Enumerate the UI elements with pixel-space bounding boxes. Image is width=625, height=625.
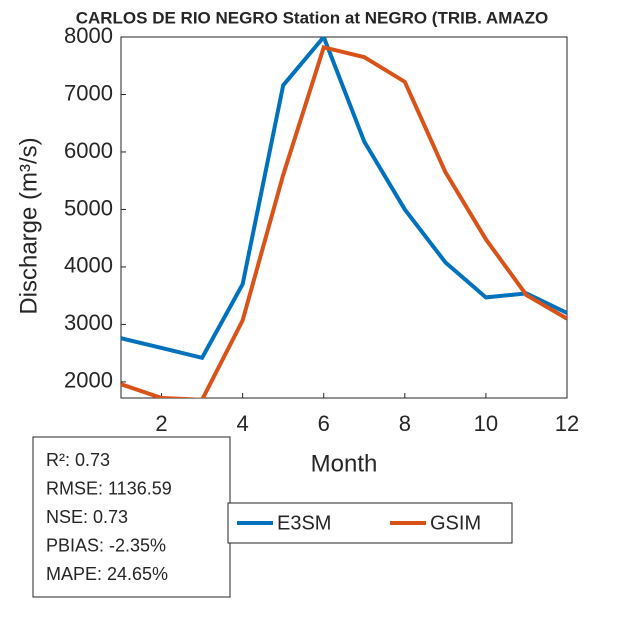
series-line — [121, 44, 567, 398]
x-tick-label: 12 — [555, 411, 579, 436]
legend-label: E3SM — [277, 512, 331, 534]
y-axis-label: Discharge (m³/s) — [15, 137, 42, 314]
legend-label: GSIM — [430, 512, 481, 534]
stat-text: RMSE: 1136.59 — [46, 478, 172, 498]
y-tick-label: 6000 — [64, 138, 113, 163]
y-tick-label: 7000 — [64, 80, 113, 105]
x-tick-label: 8 — [399, 411, 411, 436]
x-tick-label: 4 — [237, 411, 249, 436]
chart-title: CARLOS DE RIO NEGRO Station at NEGRO (TR… — [76, 8, 549, 27]
stat-text: NSE: 0.73 — [46, 507, 128, 527]
stats-box — [32, 436, 231, 598]
stat-text: R²: 0.73 — [46, 450, 110, 470]
x-tick-label: 2 — [155, 411, 167, 436]
y-tick-label: 5000 — [64, 195, 113, 220]
y-tick-label: 3000 — [64, 310, 113, 335]
x-tick-label: 6 — [318, 411, 330, 436]
series-line — [121, 37, 567, 361]
stat-text: PBIAS: -2.35% — [46, 535, 166, 555]
x-tick-label: 10 — [474, 411, 498, 436]
legend — [227, 502, 513, 544]
stat-text: MAPE: 24.65% — [46, 564, 168, 584]
x-axis-label: Month — [311, 450, 378, 477]
y-tick-label: 2000 — [64, 368, 113, 393]
y-tick-label: 8000 — [64, 23, 113, 48]
plot-area — [120, 36, 568, 399]
y-tick-label: 4000 — [64, 253, 113, 278]
